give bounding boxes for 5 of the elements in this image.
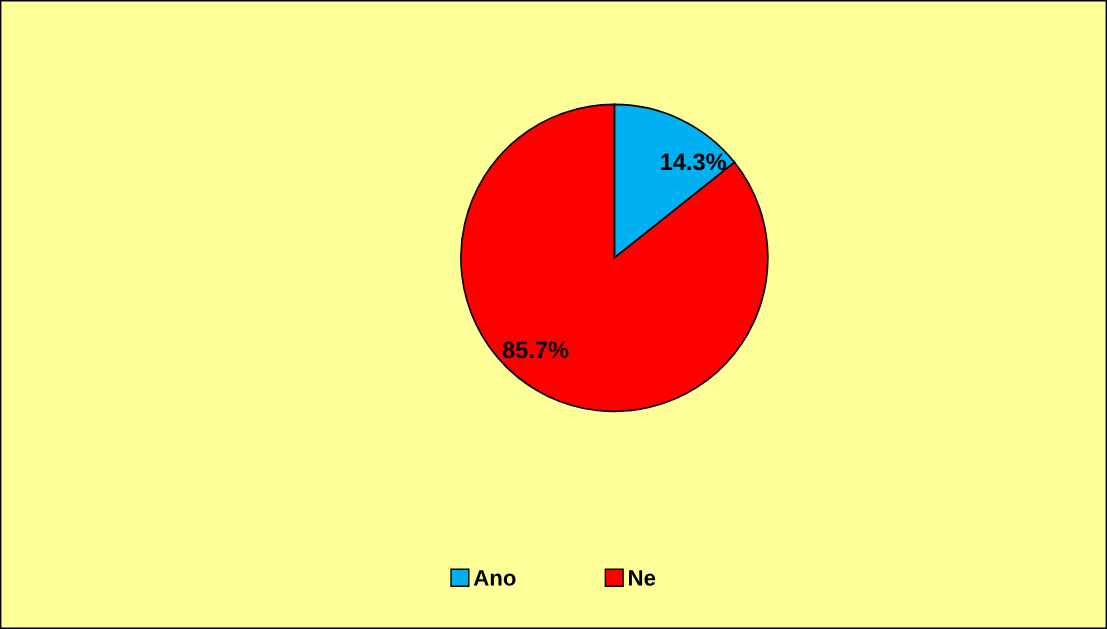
data-label: 14.3% — [661, 153, 727, 171]
legend-label: Ne — [629, 570, 656, 586]
legend-label: Ano — [473, 570, 516, 586]
data-label: 85.7% — [502, 341, 569, 359]
pie-slice — [460, 103, 769, 413]
